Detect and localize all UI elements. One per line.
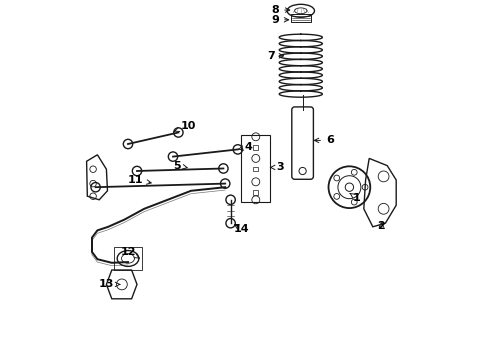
Bar — [253, 167, 258, 171]
Text: 6: 6 — [315, 135, 334, 145]
Text: 14: 14 — [233, 224, 249, 234]
Bar — [291, 14, 311, 22]
Text: 12: 12 — [121, 247, 139, 258]
Text: 3: 3 — [270, 162, 284, 172]
Text: 5: 5 — [173, 161, 187, 171]
Text: 1: 1 — [350, 193, 361, 203]
Bar — [253, 190, 258, 195]
Text: 7: 7 — [267, 51, 284, 61]
Text: 10: 10 — [174, 121, 196, 131]
Bar — [253, 145, 258, 150]
Text: 11: 11 — [128, 175, 151, 185]
Text: 4: 4 — [239, 142, 252, 152]
Bar — [114, 247, 142, 270]
Text: 2: 2 — [377, 221, 385, 231]
Bar — [242, 135, 270, 202]
Text: 9: 9 — [271, 15, 289, 25]
Text: 8: 8 — [271, 5, 290, 15]
Text: 13: 13 — [98, 279, 120, 289]
